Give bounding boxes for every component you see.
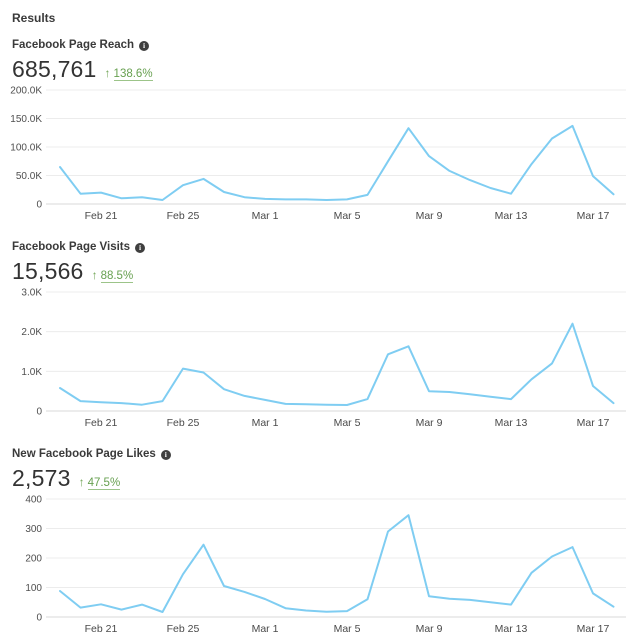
metric-change-badge: ↑ 47.5% [79,475,121,490]
y-tick-label: 1.0K [21,367,42,378]
x-tick-label: Mar 1 [252,623,279,635]
y-tick-label: 100 [25,583,42,594]
page-title: Results [12,11,56,25]
x-tick-label: Mar 17 [577,210,610,222]
change-percent-link[interactable]: 47.5% [87,477,121,490]
y-tick-label: 0 [36,407,42,418]
line-chart-new-likes: 400 300 200 100 0 Feb 21 Feb 25 Mar 1 Mar 5 Mar 9… [25,495,626,635]
x-tick-label: Mar 1 [252,210,279,222]
metric-title-page-visits: Facebook Page Visits [12,241,131,253]
change-percent-link[interactable]: 88.5% [100,270,134,283]
y-tick-label: 0 [36,200,42,211]
metric-section-page-reach: Facebook Page Reach i 685,761 ↑ 138.6% 2… [0,39,632,228]
change-percent-link[interactable]: 138.6% [113,68,153,81]
x-tick-label: Feb 21 [85,210,118,222]
x-tick-label: Feb 25 [167,623,200,635]
x-tick-label: Mar 9 [416,417,443,429]
metric-value-page-visits: 15,566 [12,258,84,284]
x-tick-label: Mar 13 [495,417,528,429]
metric-value-new-likes: 2,573 [12,465,71,491]
x-tick-label: Feb 21 [85,623,118,635]
metric-change-badge: ↑ 138.6% [105,66,153,81]
info-icon[interactable]: i [139,40,150,51]
y-tick-label: 200 [25,554,42,565]
y-tick-label: 50.0K [16,171,42,182]
metric-section-new-likes: New Facebook Page Likes i 2,573 ↑ 47.5% … [0,448,632,641]
x-tick-label: Feb 25 [167,417,200,429]
data-series-line [59,124,615,201]
y-tick-label: 0 [36,613,42,624]
up-arrow-icon: ↑ [78,475,85,489]
x-tick-label: Mar 5 [334,623,361,635]
info-icon[interactable]: i [135,242,146,253]
x-tick-label: Mar 1 [252,417,279,429]
up-arrow-icon: ↑ [91,268,98,282]
y-tick-label: 3.0K [21,288,42,299]
x-tick-label: Mar 17 [577,417,610,429]
y-tick-label: 400 [25,495,42,506]
info-icon[interactable]: i [160,449,171,460]
y-tick-label: 100.0K [10,143,42,154]
x-tick-label: Mar 5 [334,417,361,429]
x-tick-label: Feb 21 [85,417,118,429]
y-tick-label: 200.0K [10,86,42,97]
data-series-line [59,322,615,406]
metric-title-page-reach: Facebook Page Reach [12,39,135,51]
x-tick-label: Feb 25 [167,210,200,222]
metric-change-badge: ↑ 88.5% [92,268,134,283]
x-tick-label: Mar 17 [577,623,610,635]
metric-section-page-visits: Facebook Page Visits i 15,566 ↑ 88.5% 3.… [0,241,632,435]
y-tick-label: 300 [25,524,42,535]
metric-value-page-reach: 685,761 [12,56,97,82]
data-series-line [59,514,615,613]
x-tick-label: Mar 9 [416,210,443,222]
line-chart-page-reach: 200.0K 150.0K 100.0K 50.0K 0 Feb 21 Feb 25 Mar … [10,86,626,222]
up-arrow-icon: ↑ [104,66,111,80]
y-tick-label: 150.0K [10,114,42,125]
x-tick-label: Mar 13 [495,623,528,635]
x-tick-label: Mar 5 [334,210,361,222]
x-tick-label: Mar 13 [495,210,528,222]
line-chart-page-visits: 3.0K 2.0K 1.0K 0 Feb 21 Feb 25 Mar 1 Mar 5 Mar 9… [21,288,626,429]
x-tick-label: Mar 9 [416,623,443,635]
metric-title-new-likes: New Facebook Page Likes [12,448,156,460]
y-tick-label: 2.0K [21,327,42,338]
